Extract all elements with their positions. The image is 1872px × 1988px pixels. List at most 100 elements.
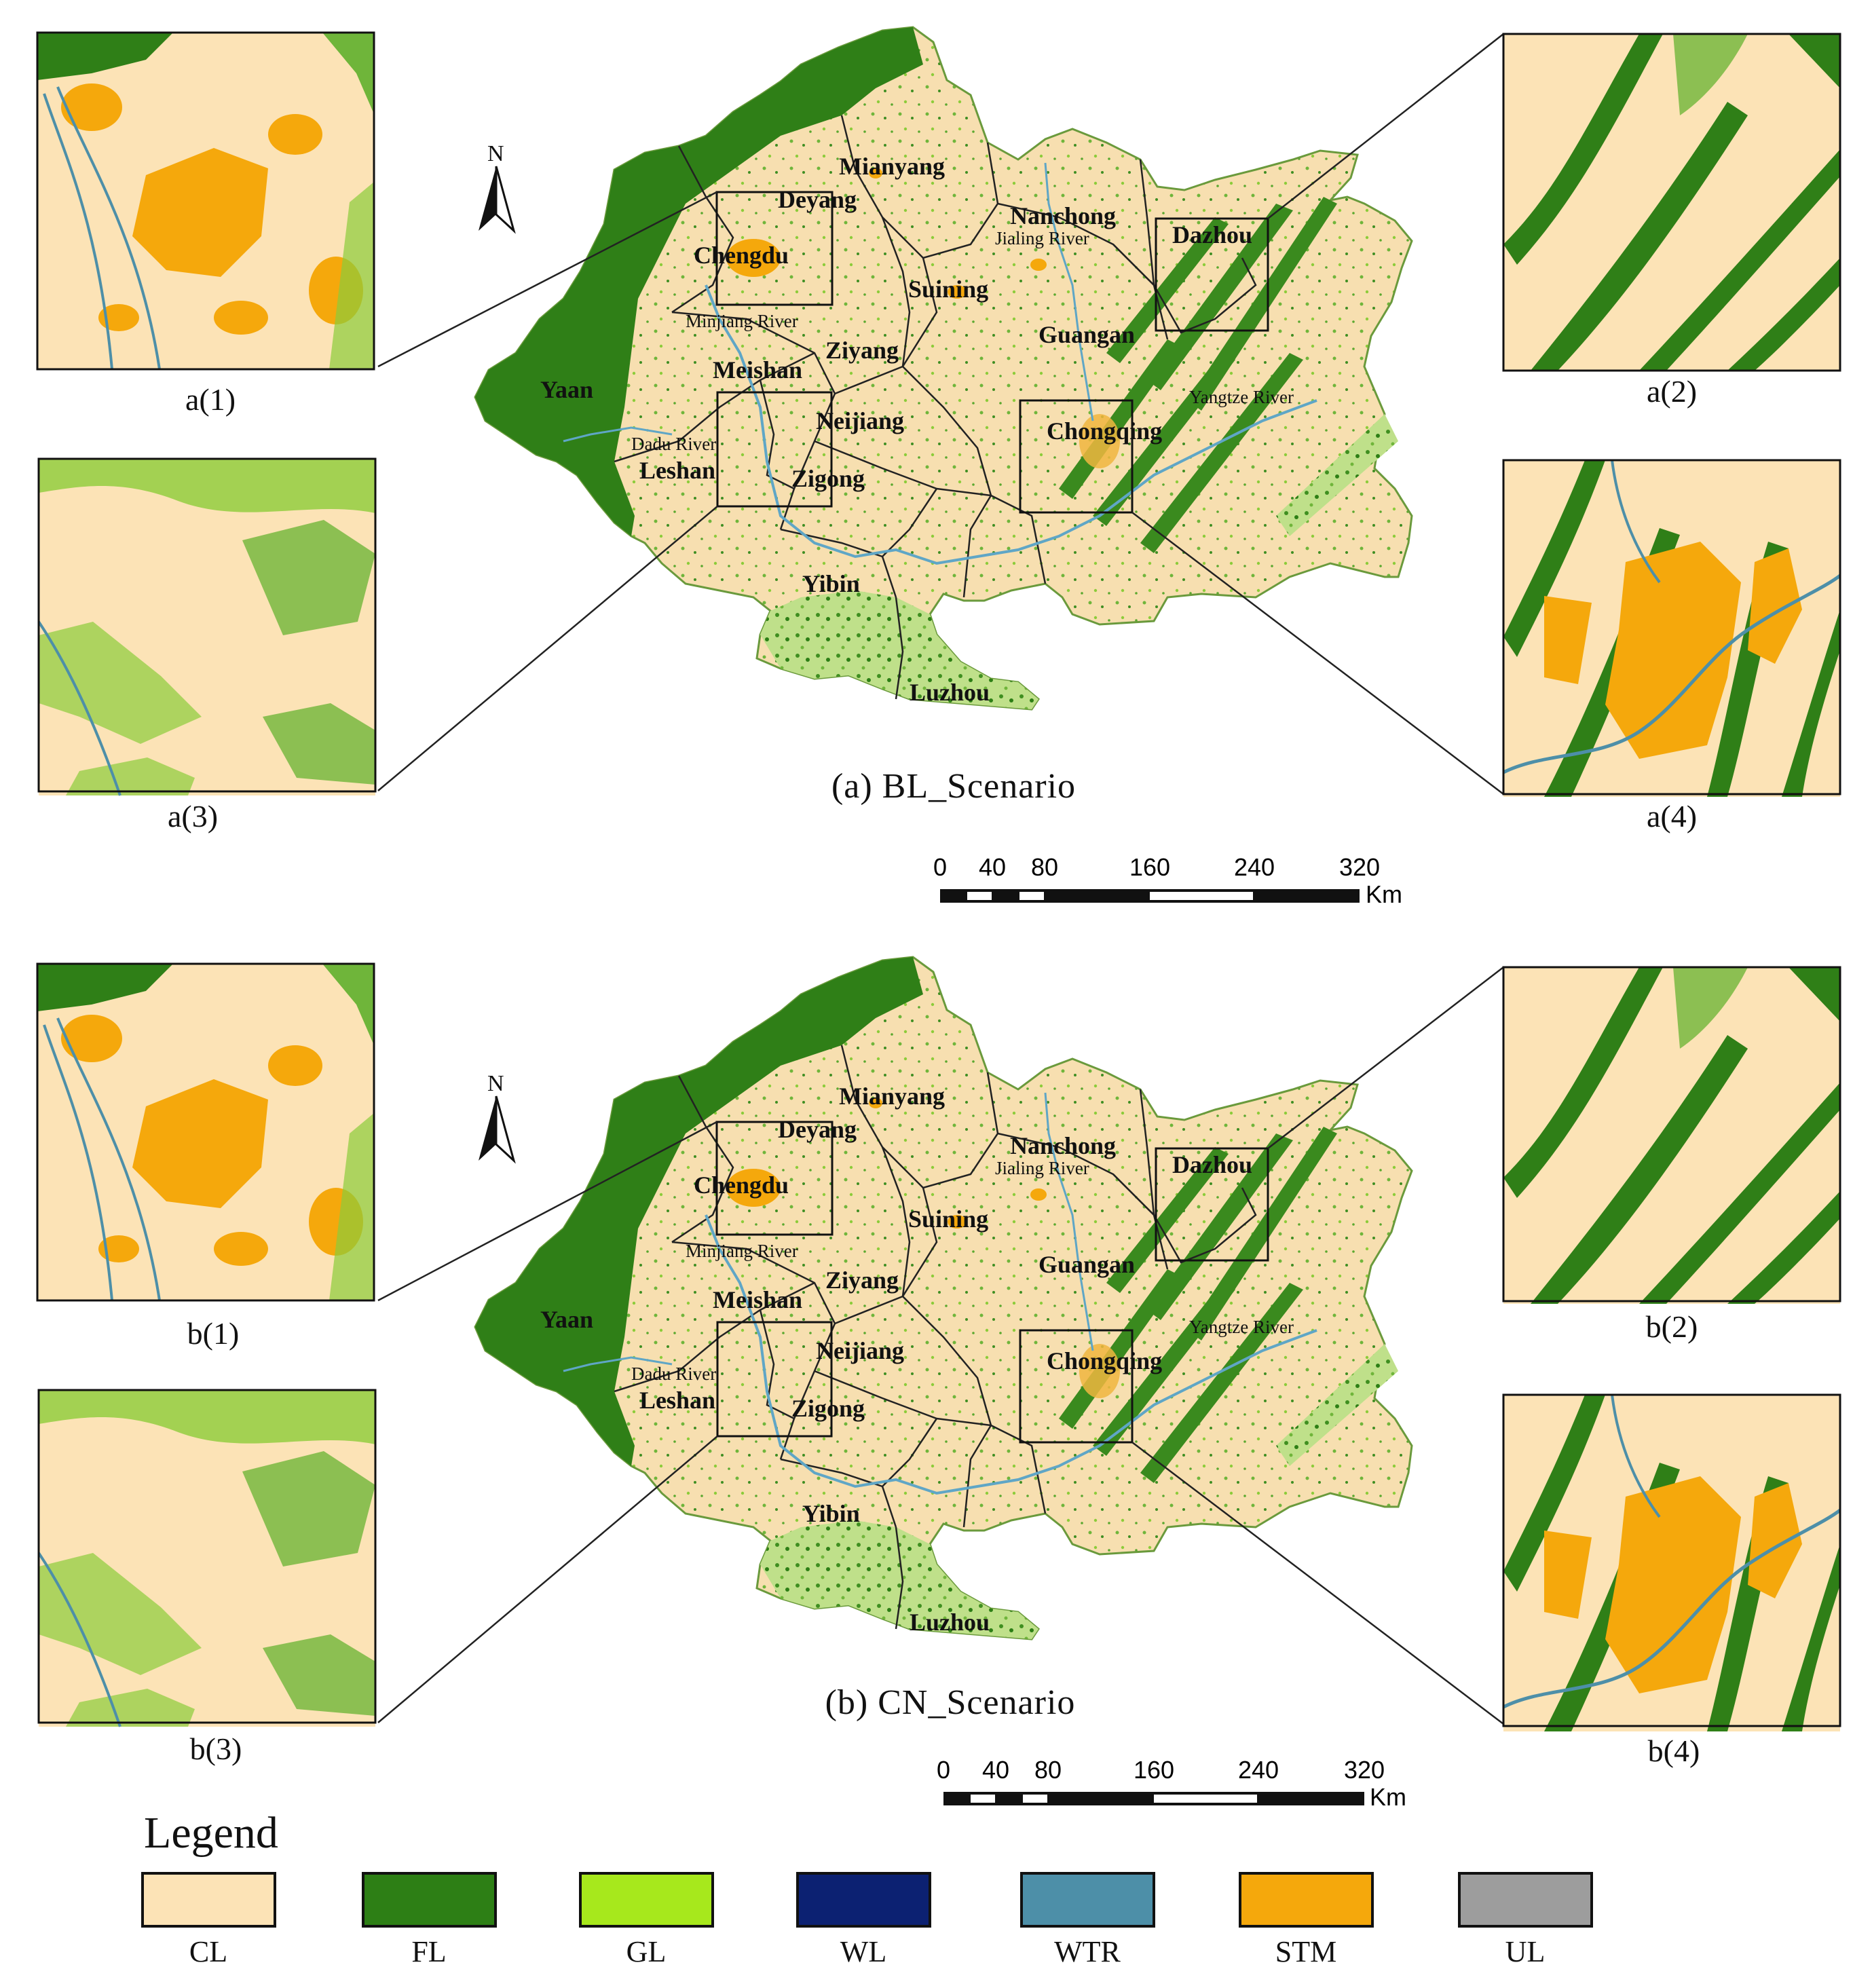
inset-a2 <box>1502 33 1841 372</box>
inset-a1 <box>36 31 375 371</box>
city-label-zigong-b: Zigong <box>791 1395 865 1422</box>
legend-swatch-ul <box>1458 1872 1593 1928</box>
inset-label-b4: b(4) <box>1648 1733 1700 1768</box>
city-label-ziyang-b: Ziyang <box>825 1267 899 1294</box>
river-label-jialing: Jialing River <box>995 228 1089 248</box>
svg-text:80: 80 <box>1034 1756 1062 1784</box>
inset-label-a4: a(4) <box>1647 799 1697 833</box>
city-label-meishan-b: Meishan <box>713 1286 802 1313</box>
legend-swatch-wtr <box>1020 1872 1155 1928</box>
study-area-map <box>474 26 1413 711</box>
city-label-yaan-b: Yaan <box>540 1306 593 1333</box>
panel-b: Mianyang Deyang Chengdu Nanchong Dazhou … <box>36 956 1841 1811</box>
legend-label-fl: FL <box>411 1935 446 1968</box>
legend-swatch-stm <box>1239 1872 1374 1928</box>
legend-swatch-wl <box>796 1872 931 1928</box>
legend-label-gl: GL <box>626 1935 667 1968</box>
svg-text:40: 40 <box>982 1756 1009 1784</box>
svg-text:320: 320 <box>1344 1756 1385 1784</box>
legend-label-wl: WL <box>840 1935 886 1968</box>
svg-text:40: 40 <box>979 853 1006 881</box>
inset-label-b1: b(1) <box>187 1316 240 1351</box>
city-label-guangan-b: Guangan <box>1038 1251 1135 1278</box>
city-label-zigong: Zigong <box>791 465 865 492</box>
inset-label-a2: a(2) <box>1647 374 1697 409</box>
city-label-dazhou-b: Dazhou <box>1172 1151 1252 1178</box>
legend-swatch-fl <box>362 1872 497 1928</box>
inset-label-b2: b(2) <box>1646 1309 1698 1344</box>
legend: Legend CL FL GL WL WTR STM UL <box>141 1808 1593 1968</box>
legend-label-wtr: WTR <box>1054 1935 1121 1968</box>
legend-label-ul: UL <box>1505 1935 1546 1968</box>
north-arrow: N <box>479 141 516 234</box>
inset-label-a1: a(1) <box>185 382 236 417</box>
study-area-map-b <box>474 956 1413 1640</box>
zoom-box-2 <box>1155 217 1269 332</box>
panel-caption-a: (a) BL_Scenario <box>831 767 1076 806</box>
city-label-nanchong: Nanchong <box>1010 202 1116 229</box>
inset-b4 <box>1503 1395 1840 1731</box>
river-label-minjiang: Minjiang River <box>686 311 798 331</box>
city-label-neijiang-b: Neijiang <box>816 1337 904 1364</box>
inset-label-a3: a(3) <box>168 799 218 833</box>
river-label-yangtze: Yangtze River <box>1189 387 1294 407</box>
svg-text:320: 320 <box>1339 853 1380 881</box>
legend-label-stm: STM <box>1275 1935 1336 1968</box>
city-label-mianyang-b: Mianyang <box>839 1083 945 1110</box>
city-label-nanchong-b: Nanchong <box>1010 1132 1116 1159</box>
svg-text:N: N <box>487 1071 504 1096</box>
city-label-leshan-b: Leshan <box>639 1387 715 1414</box>
inset-b3 <box>37 1389 377 1728</box>
svg-text:160: 160 <box>1134 1756 1174 1784</box>
svg-text:N: N <box>487 141 504 166</box>
inset-b2 <box>1502 966 1841 1304</box>
inset-a4 <box>1503 460 1840 797</box>
city-label-deyang-b: Deyang <box>778 1116 857 1143</box>
inset-b1 <box>36 962 375 1302</box>
zoom-box-b1 <box>715 1121 834 1236</box>
city-label-suining: Suining <box>908 276 988 303</box>
legend-swatch-gl <box>579 1872 714 1928</box>
zoom-box-3 <box>716 391 833 508</box>
city-label-mianyang: Mianyang <box>839 153 945 180</box>
svg-text:160: 160 <box>1129 853 1170 881</box>
svg-text:Km: Km <box>1370 1783 1406 1811</box>
city-label-yibin-b: Yibin <box>802 1500 860 1527</box>
svg-text:240: 240 <box>1238 1756 1279 1784</box>
river-label-dadu: Dadu River <box>631 434 716 454</box>
city-label-deyang: Deyang <box>778 186 857 213</box>
svg-text:0: 0 <box>937 1756 950 1784</box>
scale-bar-a: 0 40 80 160 240 320 Km <box>933 853 1402 908</box>
river-label-jialing-b: Jialing River <box>995 1158 1089 1178</box>
inset-a3 <box>37 457 377 797</box>
legend-swatch-cl <box>141 1872 276 1928</box>
river-label-yangtze-b: Yangtze River <box>1189 1317 1294 1337</box>
panel-a: Mianyang Deyang Chengdu Nanchong Dazhou … <box>36 26 1841 908</box>
city-label-suining-b: Suining <box>908 1205 988 1233</box>
zoom-box-4 <box>1019 399 1134 514</box>
city-label-yaan: Yaan <box>540 376 593 403</box>
city-label-leshan: Leshan <box>639 457 715 484</box>
zoom-box-1 <box>715 191 834 306</box>
river-label-dadu-b: Dadu River <box>631 1364 716 1384</box>
inset-label-b3: b(3) <box>190 1731 242 1766</box>
north-arrow-b: N <box>479 1071 516 1164</box>
svg-text:240: 240 <box>1234 853 1275 881</box>
city-label-ziyang: Ziyang <box>825 337 899 364</box>
svg-text:80: 80 <box>1031 853 1058 881</box>
city-label-chengdu-b: Chengdu <box>694 1171 789 1199</box>
legend-title: Legend <box>144 1808 278 1858</box>
city-label-chengdu: Chengdu <box>694 242 789 269</box>
city-label-neijiang: Neijiang <box>816 407 904 434</box>
city-label-luzhou-b: Luzhou <box>910 1609 990 1636</box>
zoom-box-b4 <box>1019 1329 1134 1444</box>
city-label-chongqing: Chongqing <box>1047 417 1162 445</box>
zoom-box-b2 <box>1155 1147 1269 1262</box>
city-label-meishan: Meishan <box>713 356 802 383</box>
zoom-box-b3 <box>716 1321 833 1438</box>
city-label-guangan: Guangan <box>1038 321 1135 348</box>
river-label-minjiang-b: Minjiang River <box>686 1241 798 1261</box>
panel-caption-b: (b) CN_Scenario <box>825 1683 1076 1722</box>
city-label-yibin: Yibin <box>802 570 860 597</box>
